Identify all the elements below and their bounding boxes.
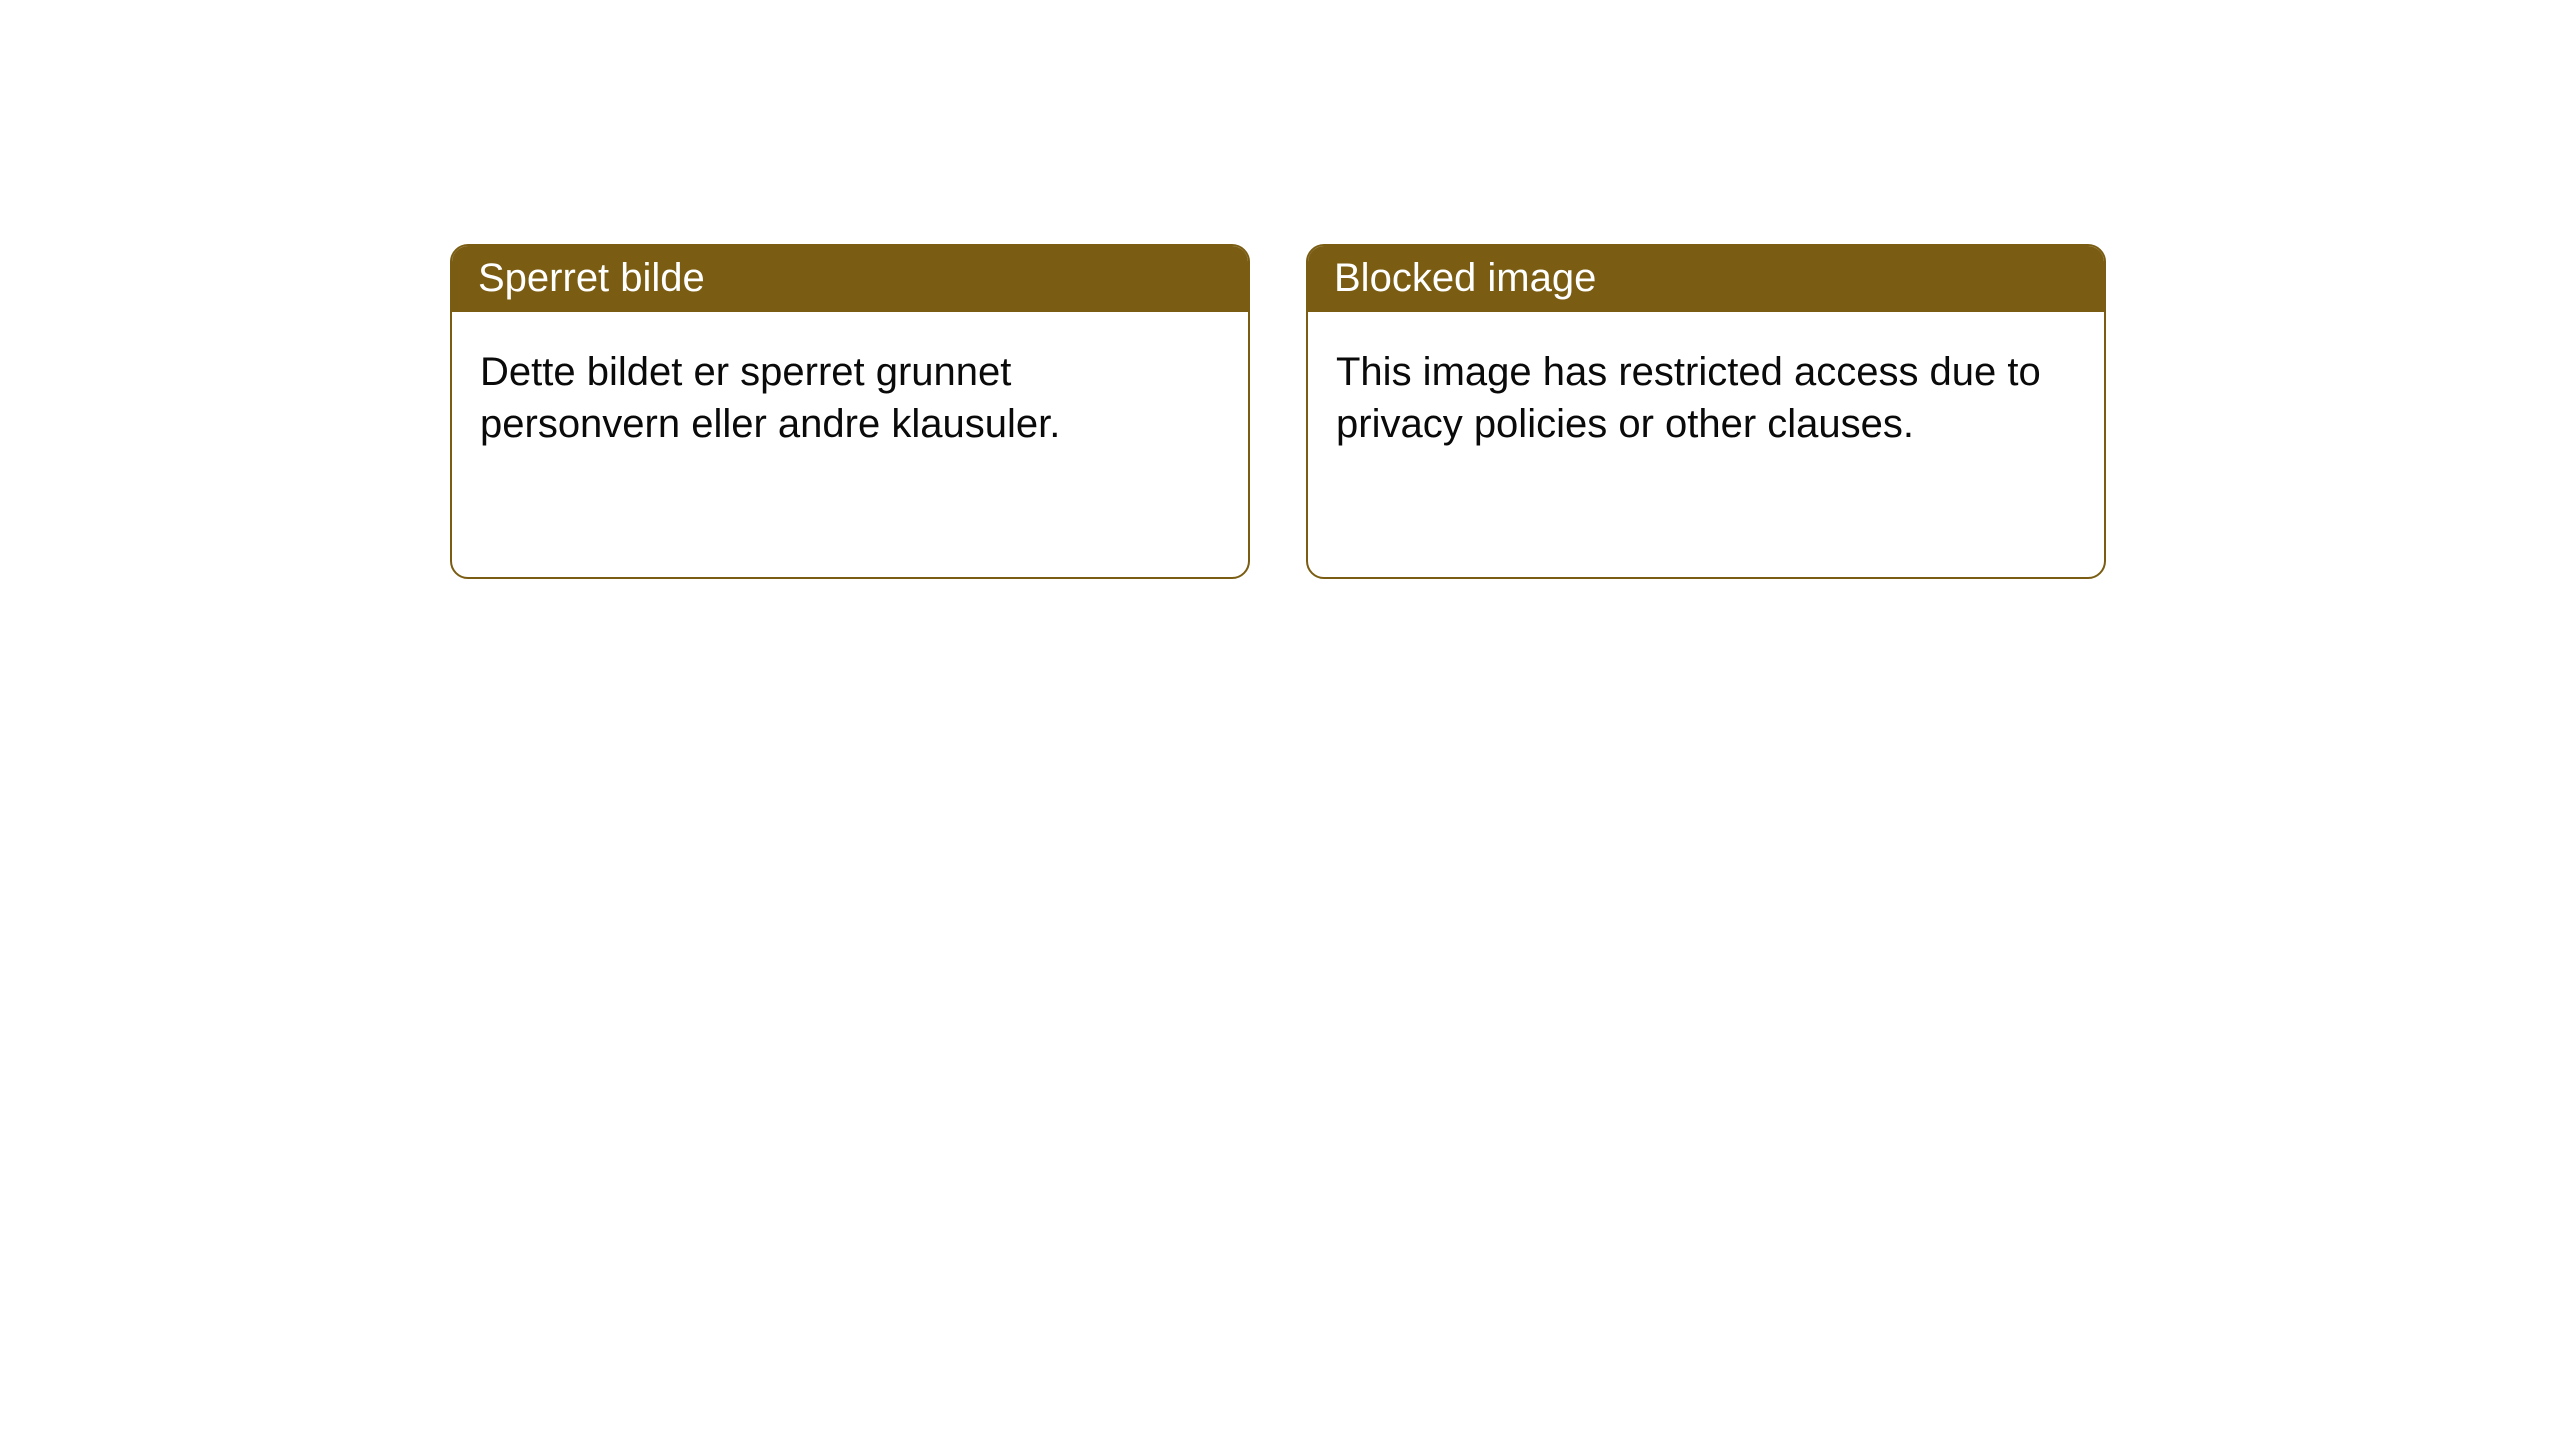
card-body-text: This image has restricted access due to … [1336,350,2041,446]
card-body-norwegian: Dette bildet er sperret grunnet personve… [452,312,1248,484]
card-title: Blocked image [1334,256,1596,300]
card-header-norwegian: Sperret bilde [452,246,1248,312]
notice-container: Sperret bilde Dette bildet er sperret gr… [0,0,2560,579]
blocked-image-card-norwegian: Sperret bilde Dette bildet er sperret gr… [450,244,1250,579]
card-body-english: This image has restricted access due to … [1308,312,2104,484]
blocked-image-card-english: Blocked image This image has restricted … [1306,244,2106,579]
card-body-text: Dette bildet er sperret grunnet personve… [480,350,1060,446]
card-header-english: Blocked image [1308,246,2104,312]
card-title: Sperret bilde [478,256,705,300]
